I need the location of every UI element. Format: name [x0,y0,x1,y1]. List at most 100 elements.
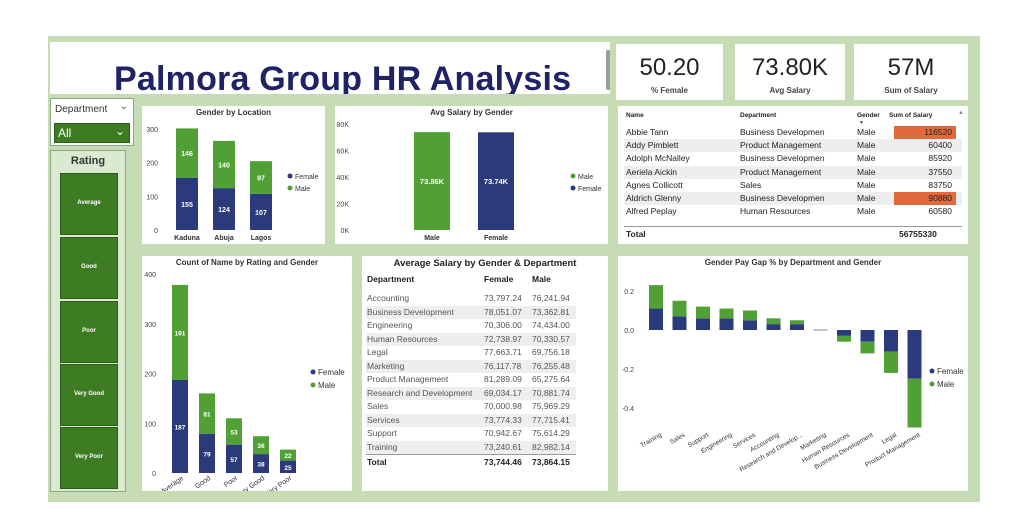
table-row[interactable]: Support 70,942.67 75,614.29 [366,427,576,440]
legend-female-label: Female [578,186,601,193]
table-row[interactable]: Engineering 70,306.00 74,434.00 [366,319,576,332]
kpi-value: 57M [887,54,935,81]
legend-female-label: Female [937,367,964,376]
cell-department: Training [367,441,398,452]
table-row[interactable]: Abbie Tann Business Developmen Male 116520 [624,126,962,139]
gender-by-location-chart: 0 100 200 300 155 146 Kaduna 124 140 Abuja 107 97 La… [146,127,318,242]
rating-button-very-poor[interactable]: Very Poor [60,427,118,489]
data-label: 25 [284,465,292,472]
bar-male [766,318,781,325]
table-row[interactable]: Aldrich Glenny Business Developmen Male 908… [624,192,962,205]
cell-department: Sales [367,401,389,411]
cell-gender: Male [857,140,876,151]
rating-button-label: Very Good [73,391,104,397]
rating-button-good[interactable]: Good [60,237,118,299]
department-slicer[interactable]: Department ⌄ All ⌄ [50,98,134,146]
cell-female: 76,117.78 [484,360,522,371]
legend-female-label: Female [295,174,318,181]
table-row[interactable]: Marketing 76,117.78 76,255.48 [366,359,576,373]
bar-female [649,308,663,330]
cell-male: 65,275.64 [532,374,570,384]
cell-salary: 90880 [894,192,956,205]
bar-female [250,193,272,230]
kpi-card-female: 50.20 % Female [616,44,723,100]
table-row[interactable]: Business Development 78,051.07 73,362.81 [366,305,576,319]
legend-male-marker [310,382,316,388]
table-row[interactable]: Legal 77,663.71 69,756.18 [366,346,576,359]
cell-name: Adolph McNalley [626,153,690,164]
count-by-rating-chart: 0 100 200 300 400 187 191 Average 79 81 Good 57 53 Po… [144,272,345,491]
column-header-gender[interactable]: Gender [857,112,880,119]
chart-title: Gender Pay Gap % by Department and Gende… [704,258,882,267]
cell-department: Research and Development [367,387,473,398]
table-row[interactable]: Adolph McNalley Business Developmen Male 85… [624,152,962,165]
column-header-female[interactable]: Female [484,274,514,284]
table-scroll-up-icon[interactable]: ▲ [958,110,964,116]
table-row[interactable]: Agnes Collicott Sales Male 83750 [624,179,962,192]
legend-male-label: Male [578,174,593,181]
bar-female [790,324,804,330]
cell-name: Addy Pimblett [626,140,679,151]
rating-button-average[interactable]: Average [60,173,118,235]
gender-by-location-panel: Gender by Location 0 100 200 300 155 146 Kadun… [142,106,325,244]
rating-button-label: Good [81,264,97,270]
legend-female-marker [310,369,316,375]
table-row[interactable]: Accounting 73,797.24 76,241.94 [366,292,576,305]
data-label: 155 [181,202,193,209]
rating-slicer: Rating Average Good Poor Very Good Very … [50,150,126,492]
table-row[interactable]: Aeriela Aickin Product Management Male 3755… [624,165,962,179]
column-header-name[interactable]: Name [626,112,644,119]
y-tick-label: 0.0 [624,328,634,335]
legend-male-label: Male [318,381,336,390]
column-header-department[interactable]: Department [367,274,415,284]
x-tick-label: Training [639,431,663,449]
data-label: 140 [218,163,230,170]
table-row[interactable]: Addy Pimblett Product Management Male 60400 [624,139,962,153]
slicer-label: Department [55,104,108,115]
bar-male [907,378,922,428]
y-tick-label: 200 [144,372,156,379]
cell-department: Support [367,428,397,438]
column-header-salary[interactable]: Sum of Salary [889,112,933,119]
table-row[interactable]: Product Management 81,289.09 65,275.64 [366,373,576,386]
kpi-label: Sum of Salary [884,86,938,95]
cell-name: Abbie Tann [626,127,669,137]
y-tick-label: 0.2 [624,289,634,296]
table-row[interactable]: Research and Development 69,034.17 70,881.… [366,386,576,400]
y-tick-label: 400 [144,272,156,279]
column-header-male[interactable]: Male [532,274,551,284]
x-tick-label: Sales [669,431,687,446]
rating-button-very-good[interactable]: Very Good [60,364,118,426]
bar-female [199,433,215,473]
bar-male [253,436,269,455]
cell-department: Engineering [367,320,413,330]
table-row[interactable]: Services 73,774.33 77,715.41 [366,413,576,427]
y-tick-label: 0 [154,228,158,235]
bar-female [478,132,514,230]
kpi-card-avg-salary: 73.80K Avg Salary [735,44,845,100]
y-tick-label: 40K [337,175,350,182]
table-row[interactable]: Sales 70,000.98 75,969.29 [366,400,576,413]
bar-male [176,128,198,178]
bar-female [213,188,235,230]
department-dropdown[interactable]: All ⌄ [54,123,130,143]
rating-button-poor[interactable]: Poor [60,301,118,363]
kpi-value: 73.80K [751,54,829,81]
cell-male: 74,434.00 [532,320,570,330]
avg-salary-by-gender-chart: 0K 20K 40K 60K 80K 73.86K Male 73.74K Female Male… [337,122,602,242]
cell-male: 76,255.48 [532,360,570,371]
salary-total-row: Total 73,744.46 73,864.15 [366,454,576,469]
column-header-department[interactable]: Department [740,112,777,119]
y-tick-label: 0K [340,228,349,235]
x-tick-label: Male [424,235,440,242]
title-scrollbar[interactable] [606,50,610,90]
table-row[interactable]: Alfred Peplay Human Resources Male 60580 [624,205,962,218]
table-row[interactable]: Training 73,240.61 82,982.14 [366,440,576,454]
bar-male [414,132,450,230]
x-tick-label: Very Poor [264,475,294,491]
table-row[interactable]: Human Resources 72,738.97 70,330.57 [366,332,576,346]
chevron-down-icon[interactable]: ⌄ [119,101,128,112]
y-tick-label: -0.4 [622,406,634,413]
cell-female: 70,942.67 [484,428,522,438]
